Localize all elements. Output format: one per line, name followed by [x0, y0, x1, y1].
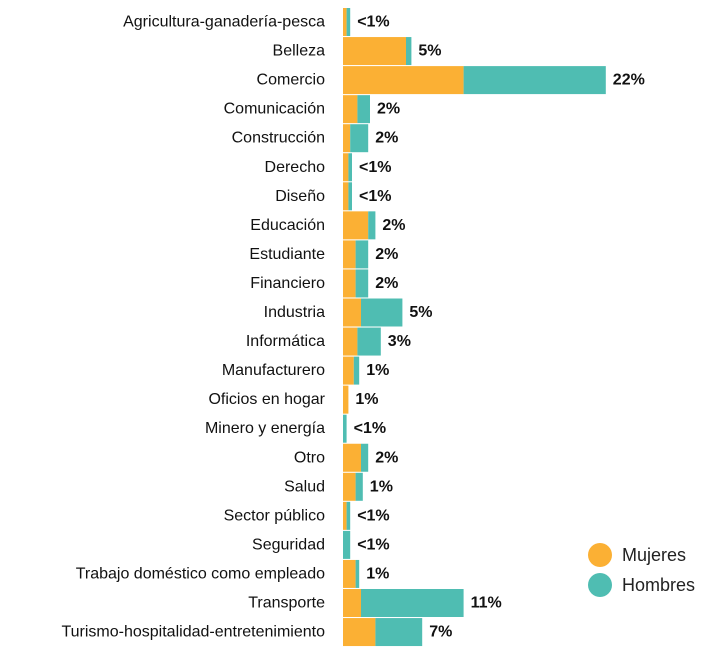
bar-mujeres-derecho: [343, 153, 349, 182]
legend-swatch-hombres: [588, 573, 612, 597]
category-label-educacion: Educación: [250, 217, 325, 234]
bar-hombres-diseno: [348, 182, 352, 211]
value-label-seguridad: <1%: [357, 536, 389, 553]
category-label-informatica: Informática: [246, 333, 325, 350]
bar-mujeres-financiero: [343, 269, 356, 298]
bar-mujeres-comercio: [343, 66, 464, 95]
value-label-informatica: 3%: [388, 333, 411, 350]
bar-hombres-comunicacion: [357, 95, 370, 124]
bar-hombres-construccion: [350, 124, 369, 153]
category-label-comercio: Comercio: [257, 72, 326, 89]
bar-mujeres-comunicacion: [343, 95, 358, 124]
bar-hombres-educacion: [368, 211, 376, 240]
bar-mujeres-diseno: [343, 182, 349, 211]
bar-mujeres-industria: [343, 298, 361, 327]
category-label-manufacturero: Manufacturero: [222, 362, 325, 379]
bar-mujeres-sector-publico: [343, 501, 347, 530]
value-label-industria: 5%: [409, 304, 432, 321]
category-label-salud: Salud: [284, 478, 325, 495]
legend-item-hombres: Hombres: [588, 570, 695, 600]
bar-hombres-derecho: [348, 153, 352, 182]
value-label-estudiante: 2%: [375, 246, 398, 263]
value-label-salud: 1%: [370, 478, 393, 495]
value-label-oficios-en-hogar: 1%: [355, 391, 378, 408]
category-label-construccion: Construcción: [232, 130, 325, 147]
value-label-financiero: 2%: [375, 275, 398, 292]
category-label-financiero: Financiero: [250, 275, 325, 292]
bar-mujeres-salud: [343, 472, 356, 501]
value-label-diseno: <1%: [359, 188, 391, 205]
value-label-comercio: 22%: [613, 72, 645, 89]
category-label-agricultura-ganaderia-pesca: Agricultura-ganadería-pesca: [123, 14, 325, 31]
legend: Mujeres Hombres: [588, 540, 695, 600]
bar-mujeres-oficios-en-hogar: [343, 385, 349, 414]
value-label-construccion: 2%: [375, 130, 398, 147]
bar-mujeres-agricultura-ganaderia-pesca: [343, 8, 347, 36]
category-label-derecho: Derecho: [265, 159, 326, 176]
category-label-trabajo-domestico-como-empleado: Trabajo doméstico como empleado: [76, 565, 325, 582]
bar-hombres-comercio: [463, 66, 606, 95]
value-label-derecho: <1%: [359, 159, 391, 176]
bar-hombres-estudiante: [355, 240, 369, 269]
legend-label-mujeres: Mujeres: [622, 544, 687, 565]
category-label-seguridad: Seguridad: [252, 536, 325, 553]
bar-hombres-minero-y-energia: [343, 414, 347, 443]
bar-hombres-transporte: [361, 589, 464, 617]
value-label-sector-publico: <1%: [357, 507, 389, 524]
bar-mujeres-construccion: [343, 124, 351, 153]
category-label-estudiante: Estudiante: [249, 246, 325, 263]
legend-swatch-mujeres: [588, 543, 612, 567]
bar-mujeres-transporte: [343, 589, 361, 617]
bar-mujeres-manufacturero: [343, 356, 354, 385]
bar-mujeres-educacion: [343, 211, 369, 240]
bar-hombres-otro: [361, 443, 369, 472]
category-label-turismo-hospitalidad-entretenimiento: Turismo-hospitalidad-entretenimiento: [61, 624, 325, 641]
category-label-sector-publico: Sector público: [224, 507, 325, 524]
bar-hombres-belleza: [406, 37, 412, 66]
value-label-agricultura-ganaderia-pesca: <1%: [357, 14, 389, 31]
bar-mujeres-trabajo-domestico-como-empleado: [343, 559, 356, 588]
category-label-minero-y-energia: Minero y energía: [205, 420, 325, 437]
legend-item-mujeres: Mujeres: [588, 540, 695, 570]
value-label-comunicacion: 2%: [377, 101, 400, 118]
category-label-otro: Otro: [294, 449, 325, 466]
bar-hombres-trabajo-domestico-como-empleado: [355, 559, 360, 588]
category-label-transporte: Transporte: [248, 595, 325, 612]
bar-mujeres-turismo-hospitalidad-entretenimiento: [343, 618, 376, 647]
value-label-otro: 2%: [375, 449, 398, 466]
bar-hombres-agricultura-ganaderia-pesca: [346, 8, 351, 36]
bar-hombres-manufacturero: [353, 356, 360, 385]
value-label-manufacturero: 1%: [366, 362, 389, 379]
bar-mujeres-belleza: [343, 37, 406, 66]
value-label-trabajo-domestico-como-empleado: 1%: [366, 565, 389, 582]
bar-hombres-sector-publico: [346, 501, 351, 530]
value-label-minero-y-energia: <1%: [354, 420, 386, 437]
bar-hombres-informatica: [357, 327, 381, 356]
bar-mujeres-otro: [343, 443, 361, 472]
bar-hombres-financiero: [355, 269, 369, 298]
bar-hombres-seguridad: [343, 530, 351, 559]
legend-label-hombres: Hombres: [622, 574, 696, 595]
bar-hombres-salud: [355, 472, 363, 501]
value-label-turismo-hospitalidad-entretenimiento: 7%: [429, 624, 452, 641]
bar-hombres-turismo-hospitalidad-entretenimiento: [375, 618, 423, 647]
bar-mujeres-estudiante: [343, 240, 356, 269]
value-label-belleza: 5%: [418, 43, 441, 60]
bar-mujeres-informatica: [343, 327, 358, 356]
category-label-comunicacion: Comunicación: [224, 101, 325, 118]
category-label-diseno: Diseño: [275, 188, 325, 205]
category-label-oficios-en-hogar: Oficios en hogar: [208, 391, 325, 408]
category-label-industria: Industria: [264, 304, 325, 321]
value-label-transporte: 11%: [471, 595, 502, 612]
category-label-belleza: Belleza: [273, 43, 326, 60]
bar-hombres-industria: [361, 298, 403, 327]
value-label-educacion: 2%: [382, 217, 405, 234]
